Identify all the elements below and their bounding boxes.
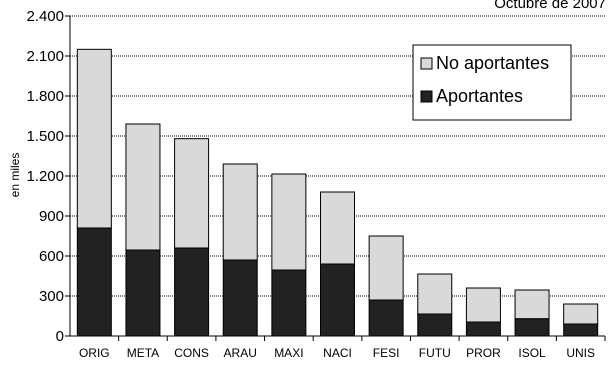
bar-aportantes (514, 318, 550, 337)
bar-no-aportantes (417, 273, 453, 315)
x-tick-label: MAXI (274, 346, 303, 360)
bar-no-aportantes (514, 289, 550, 320)
axes (65, 15, 606, 341)
y-tick-label: 1.500 (26, 128, 64, 145)
y-tick-label: 0 (56, 328, 64, 345)
bar-aportantes (320, 263, 355, 337)
x-tick-label: FESI (373, 346, 400, 360)
bar-no-aportantes (222, 163, 258, 261)
legend-label-no-aportantes: No aportantes (436, 53, 549, 73)
x-tick-label: PROR (466, 346, 501, 360)
y-tick-label: 2.400 (26, 8, 64, 25)
bars (76, 48, 599, 337)
bar-aportantes (563, 323, 599, 337)
x-tick-label: META (127, 346, 159, 360)
legend-swatch-aportantes (420, 90, 433, 103)
bar-no-aportantes (465, 287, 501, 323)
x-tick-label: ISOL (518, 346, 546, 360)
bar-no-aportantes (368, 235, 404, 301)
x-tick-label: ORIG (79, 346, 110, 360)
x-tick-label: CONS (174, 346, 209, 360)
y-tick-label: 1.200 (26, 168, 64, 185)
x-tick-label: FUTU (419, 346, 451, 360)
bar-no-aportantes (271, 173, 307, 271)
y-axis-label: en miles (8, 153, 22, 198)
y-tick-label: 2.100 (26, 48, 64, 65)
legend-box (412, 44, 572, 121)
bar-no-aportantes (563, 303, 599, 325)
y-tick-label: 600 (39, 248, 64, 265)
bar-aportantes (368, 299, 404, 337)
legend: No aportantes Aportantes (412, 44, 572, 121)
y-tick-label: 300 (39, 288, 64, 305)
y-tick-label: 1.800 (26, 88, 64, 105)
bar-aportantes (465, 321, 501, 337)
bar-aportantes (222, 259, 258, 337)
chart-title: Octubre de 2007 (494, 0, 606, 12)
bar-no-aportantes (174, 138, 210, 249)
y-tick-label: 900 (39, 208, 64, 225)
bar-aportantes (125, 249, 161, 337)
bar-aportantes (271, 269, 307, 337)
bar-no-aportantes (76, 48, 112, 229)
x-tick-labels: ORIG META CONS ARAU MAXI NACI FESI FUTU PROR ISOL… (79, 346, 595, 360)
bar-aportantes (417, 313, 453, 337)
x-tick-label: NACI (323, 346, 352, 360)
x-tick-label: UNIS (566, 346, 595, 360)
bar-aportantes (76, 227, 112, 337)
bar-aportantes (174, 247, 210, 337)
y-tick-labels: 0 300 600 900 1.200 1.500 1.800 2.100 2.400 (26, 8, 64, 345)
legend-swatch-no-aportantes (420, 57, 433, 70)
bar-no-aportantes (125, 123, 161, 251)
bar-no-aportantes (320, 191, 355, 265)
legend-label-aportantes: Aportantes (436, 86, 523, 106)
x-tick-label: ARAU (224, 346, 257, 360)
